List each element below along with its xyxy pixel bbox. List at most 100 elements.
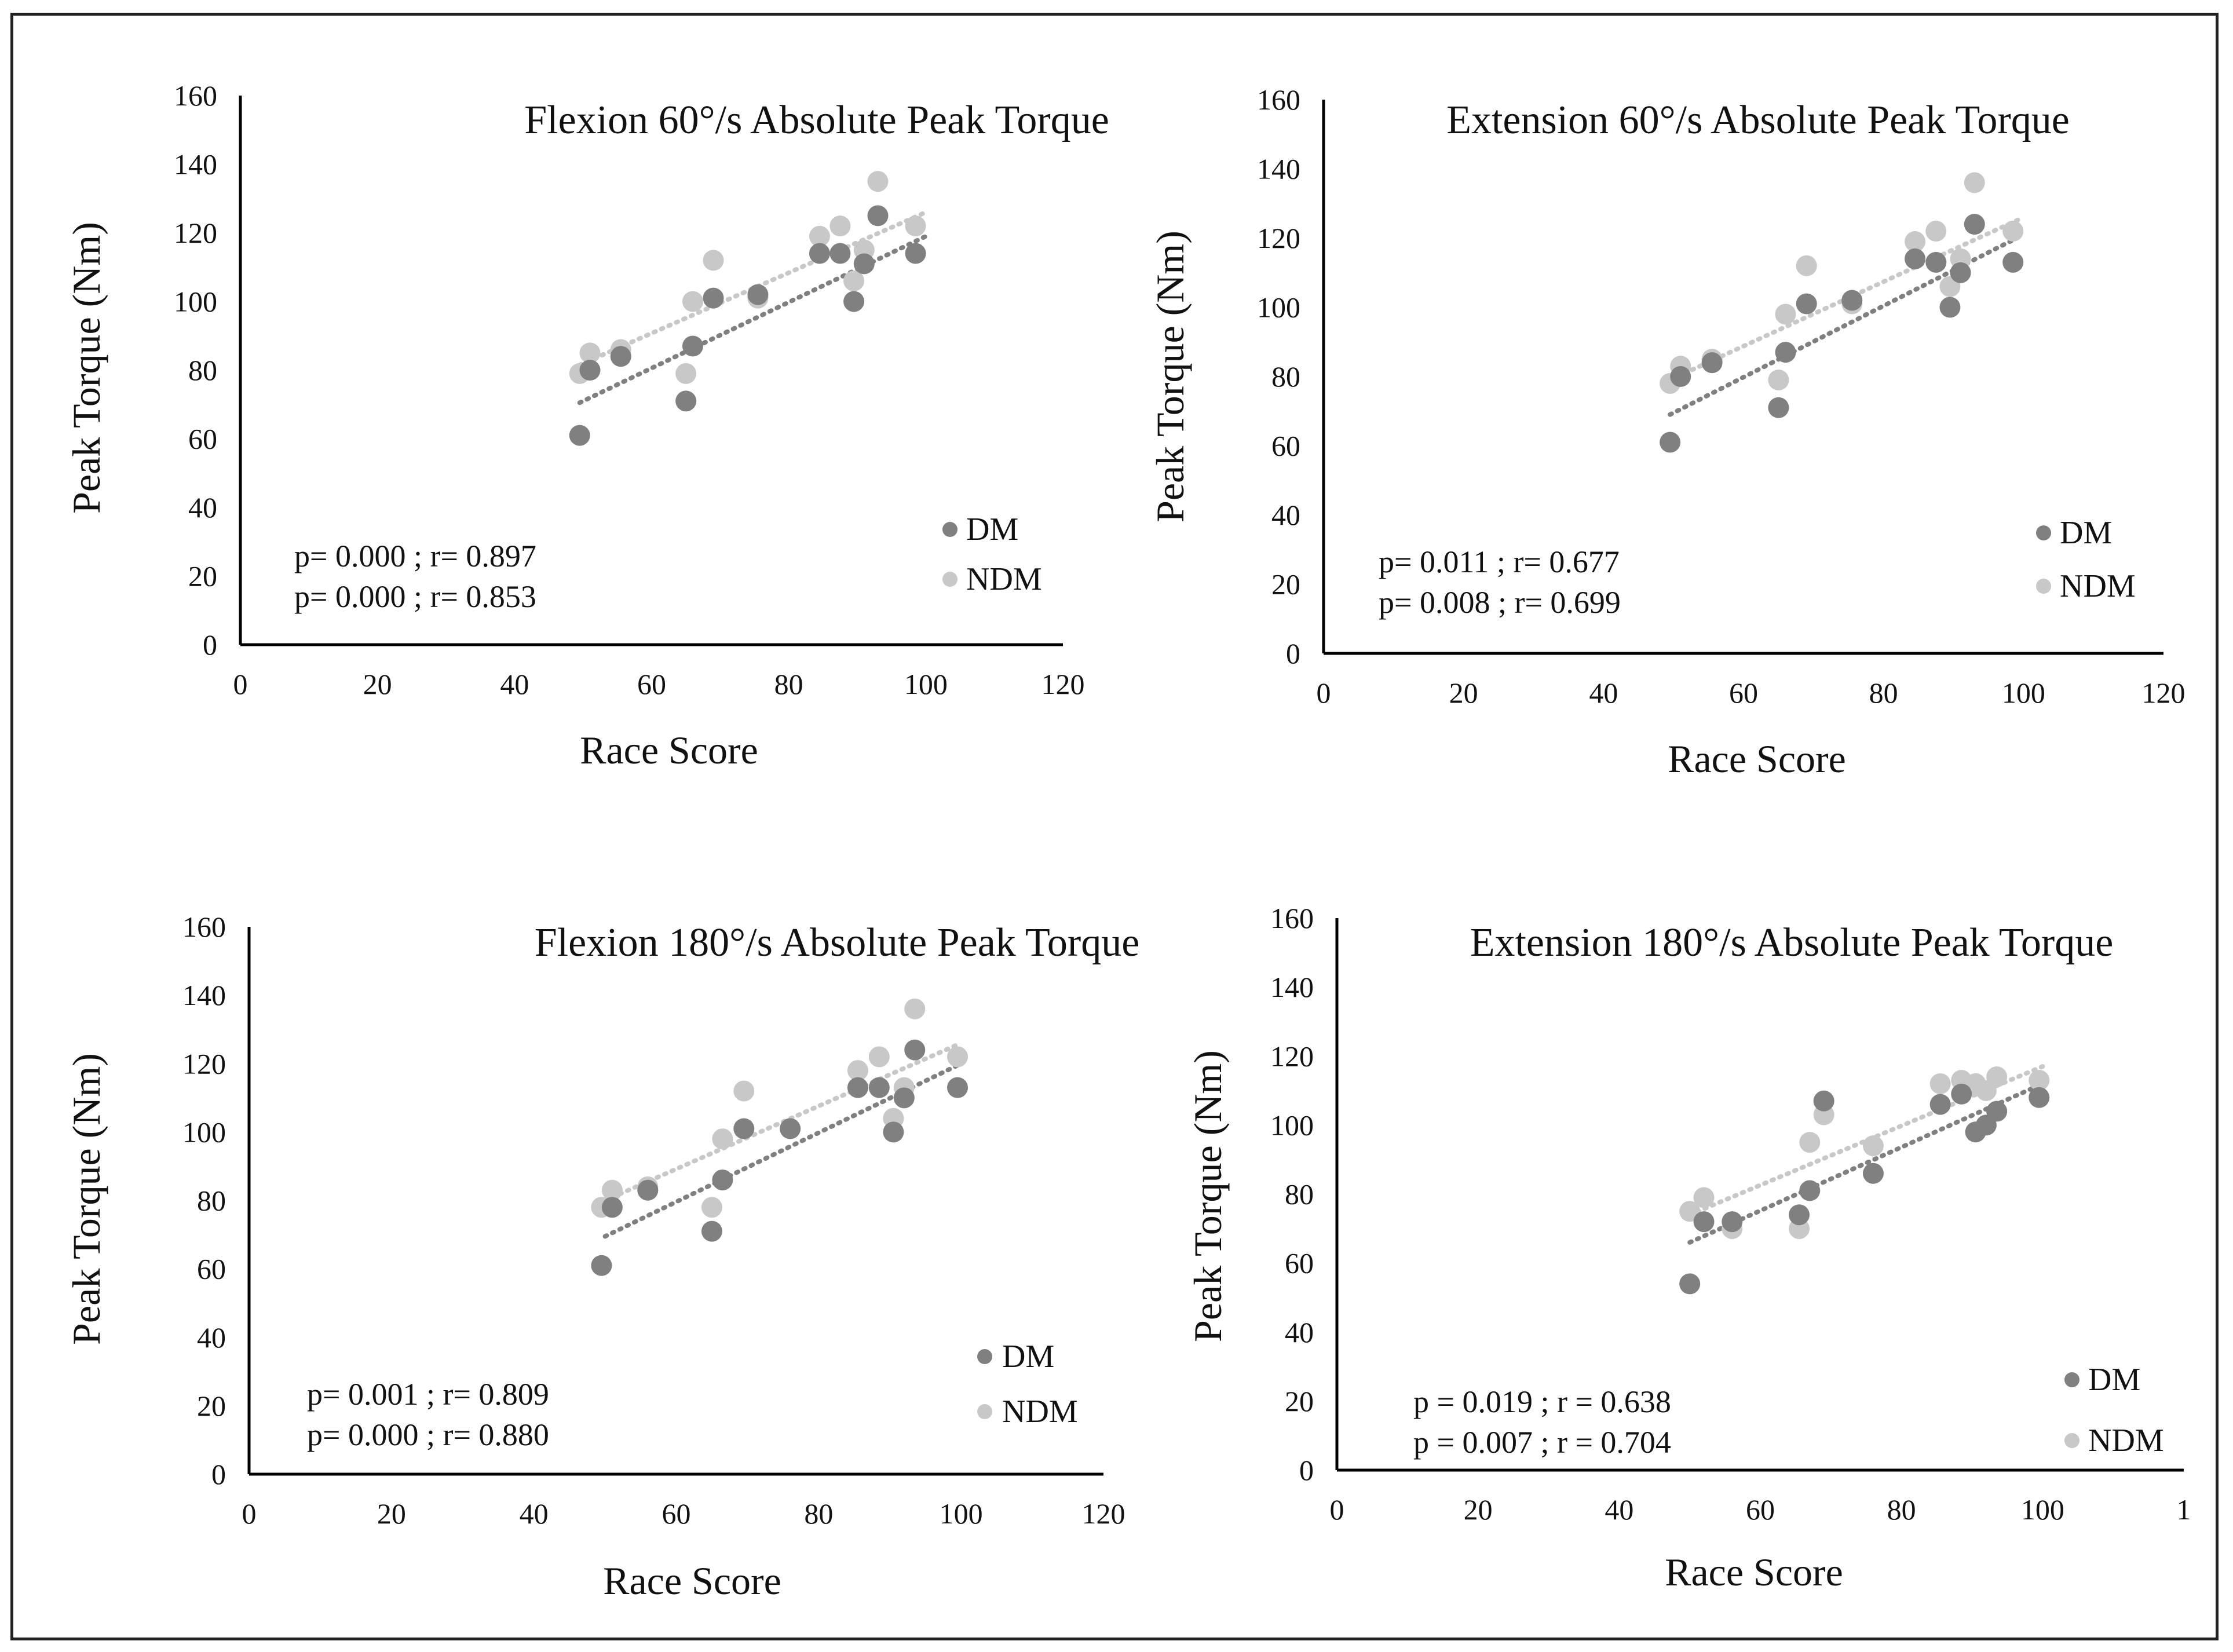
data-point-dm [591,1255,612,1276]
data-point-dm [905,243,926,264]
x-tick-label: 40 [1605,1493,1633,1526]
data-point-dm [1679,1273,1701,1295]
legend-marker-ndm [942,572,957,587]
chart-title: Extension 60°/s Absolute Peak Torque [1446,98,2070,142]
y-axis-label: Peak Torque (Nm) [1148,231,1192,522]
data-point-ndm [829,215,851,237]
y-tick-label: 60 [1271,430,1300,462]
data-point-ndm [1799,1132,1821,1153]
data-point-dm [1789,1204,1810,1226]
y-tick-label: 20 [1271,568,1300,601]
data-point-ndm [1986,1066,2008,1087]
y-tick-label: 40 [197,1321,226,1354]
data-point-ndm [947,1046,969,1068]
data-point-ndm [1693,1187,1715,1208]
x-tick-label: 0 [242,1497,257,1530]
y-axis-label: Peak Torque (Nm) [1186,1050,1230,1342]
legend-label-ndm: NDM [2088,1423,2164,1459]
data-point-dm [867,205,889,226]
data-point-ndm [843,270,865,291]
chart-panel-4: 0 20 40 60 80 100 120 140 160 0 20 40 60 80 100 1 Extens… [1186,902,2191,1594]
stat-ndm: p = 0.007 ; r = 0.704 [1413,1425,1671,1460]
y-tick-label: 120 [1257,222,1300,254]
data-point-dm [2029,1087,2050,1108]
data-point-dm [809,243,830,264]
y-axis-label: Peak Torque (Nm) [64,1053,108,1345]
data-point-dm [701,1220,722,1242]
y-tick-label: 80 [188,354,217,386]
x-tick-label: 0 [1317,677,1331,709]
data-point-ndm [2002,221,2024,242]
y-tick-label: 140 [1270,971,1314,1003]
x-tick-label: 100 [2021,1493,2064,1526]
chart-panel-1: 0 20 40 60 80 100 120 140 160 0 20 40 60 80 100 120 Flex… [64,79,1109,772]
y-tick-label: 60 [188,423,217,455]
stat-dm: p= 0.011 ; r= 0.677 [1379,544,1620,579]
y-tick-label: 160 [174,79,217,112]
y-tick-label: 140 [1257,153,1300,185]
y-tick-label: 40 [1271,499,1300,531]
y-tick-label: 140 [174,148,217,181]
data-point-dm [733,1118,755,1139]
data-point-dm [579,360,601,381]
x-tick-label: 80 [1887,1493,1916,1526]
data-point-dm [1862,1163,1884,1184]
y-tick-label: 20 [1285,1385,1314,1417]
legend-label-dm: DM [2088,1362,2140,1398]
x-tick-label: 1 [2177,1493,2191,1526]
data-point-ndm [847,1060,868,1081]
data-point-dm [1964,214,1985,235]
data-point-dm [675,390,697,412]
data-point-dm [868,1077,890,1098]
data-point-dm [1929,1094,1951,1115]
x-tick-label: 60 [1729,677,1758,709]
data-point-dm [1693,1211,1715,1233]
legend-marker-dm [2036,525,2051,540]
y-tick-label: 120 [1270,1040,1314,1072]
data-point-ndm [1775,304,1796,325]
data-point-dm [1722,1211,1743,1233]
data-point-ndm [712,1128,733,1150]
legend-marker-ndm [977,1404,992,1419]
x-tick-label: 0 [1330,1493,1344,1526]
data-point-dm [847,1077,868,1098]
data-point-dm [947,1077,969,1098]
x-tick-label: 40 [520,1497,549,1530]
data-point-ndm [904,998,926,1019]
y-axis-label: Peak Torque (Nm) [64,222,108,514]
data-point-ndm [1796,255,1817,276]
y-tick-label: 100 [174,286,217,318]
x-tick-label: 100 [904,668,948,700]
y-tick-label: 100 [1270,1109,1314,1141]
y-tick-label: 40 [1285,1316,1314,1348]
stat-dm: p = 0.019 ; r = 0.638 [1413,1384,1671,1419]
data-point-dm [1939,297,1961,318]
x-tick-label: 20 [1449,677,1478,709]
x-tick-label: 60 [637,668,666,700]
data-point-ndm [579,342,601,364]
data-point-dm [1670,366,1691,387]
data-point-ndm [1925,221,1947,242]
x-tick-label: 80 [1869,677,1898,709]
y-tick-label: 20 [197,1390,226,1422]
data-point-dm [843,291,865,312]
x-tick-label: 40 [500,668,529,700]
data-point-dm [712,1169,733,1191]
data-point-ndm [675,363,697,384]
y-tick-label: 120 [174,217,217,249]
data-point-dm [1925,251,1947,273]
chart-title: Extension 180°/s Absolute Peak Torque [1470,920,2114,965]
data-point-dm [1986,1101,2008,1122]
stat-dm: p= 0.000 ; r= 0.897 [294,539,536,573]
chart-title: Flexion 180°/s Absolute Peak Torque [535,920,1140,965]
y-tick-label: 140 [182,979,226,1011]
y-tick-label: 100 [1257,291,1300,324]
trendline-dm [602,1061,964,1239]
chart-title: Flexion 60°/s Absolute Peak Torque [524,98,1109,142]
legend-marker-dm [2064,1372,2079,1387]
data-point-ndm [809,225,830,247]
chart-panel-2: 0 20 40 60 80 100 120 140 160 0 20 40 60 80 100 120 Exte… [1148,83,2186,781]
x-tick-label: 120 [1082,1497,1125,1530]
